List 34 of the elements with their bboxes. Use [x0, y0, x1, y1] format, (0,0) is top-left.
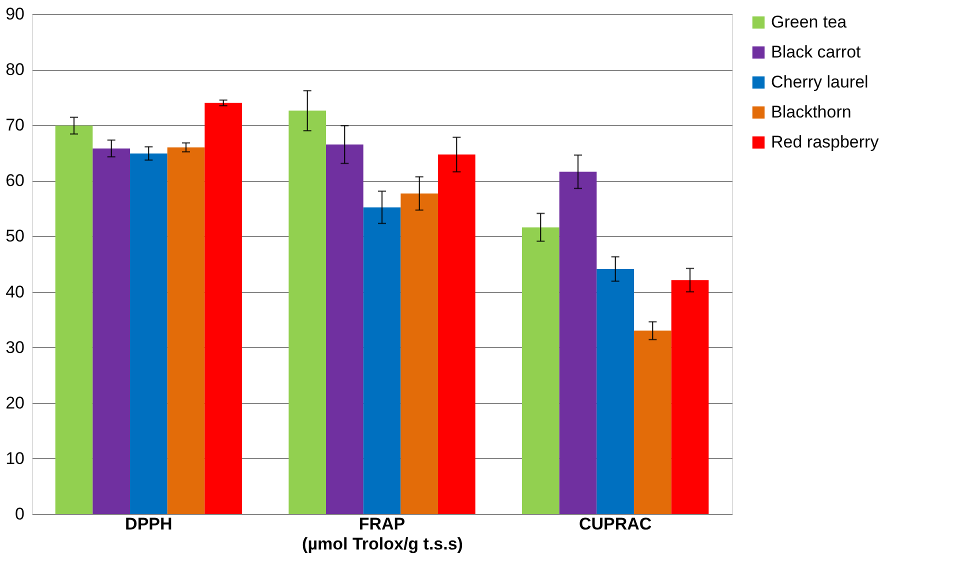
bar [400, 193, 438, 514]
x-axis-title: (µmol Trolox/g t.s.s) [302, 534, 463, 554]
x-tick-label: DPPH [125, 514, 172, 534]
y-tick-label: 90 [6, 4, 24, 24]
bar [204, 102, 242, 514]
y-tick-label: 70 [6, 116, 24, 135]
bar [167, 147, 205, 514]
y-tick-label: 80 [6, 60, 24, 80]
y-tick-label: 30 [6, 338, 24, 357]
y-tick-label: 0 [15, 504, 24, 524]
y-tick-label: 20 [6, 393, 24, 412]
y-tick-label: 50 [6, 226, 24, 246]
bar [596, 269, 634, 514]
bar [288, 110, 326, 514]
y-tick-label: 10 [6, 448, 24, 468]
legend-label: Black carrot [771, 42, 862, 62]
y-tick-label: 40 [6, 282, 24, 302]
bar [671, 280, 709, 514]
legend-label: Blackthorn [771, 102, 852, 122]
bar [92, 148, 130, 514]
bar [130, 153, 168, 514]
legend-label: Cherry laurel [771, 72, 868, 92]
bar [363, 207, 401, 514]
bar [326, 144, 364, 514]
bar [559, 172, 597, 514]
x-tick-label: FRAP [358, 514, 406, 534]
bar [55, 126, 93, 514]
x-tick-label: CUPRAC [578, 514, 652, 534]
legend-label: Red raspberry [771, 132, 880, 152]
y-tick-label: 60 [6, 171, 24, 190]
bar [522, 227, 560, 514]
bar [634, 330, 672, 514]
legend-label: Green tea [771, 12, 848, 32]
bar [438, 154, 476, 514]
